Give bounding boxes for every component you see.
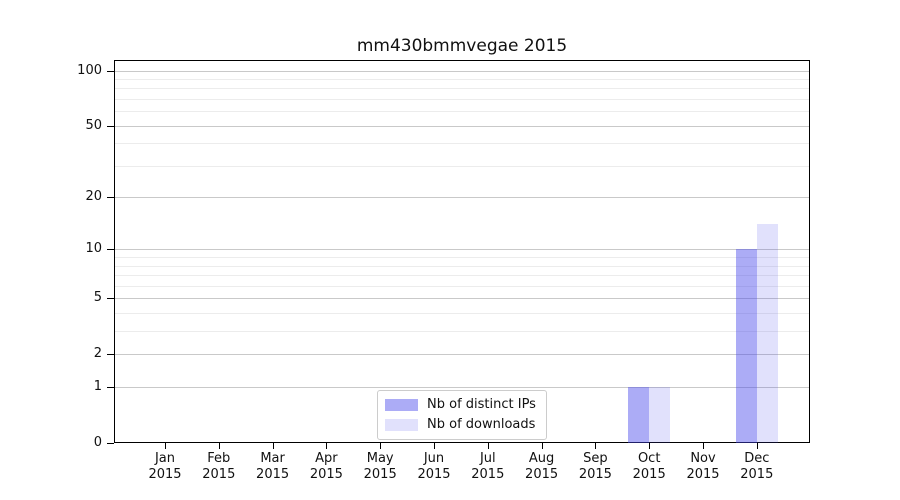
x-tick-label-nov: Nov 2015	[686, 451, 720, 482]
x-tick-label-mar: Mar 2015	[256, 451, 290, 482]
bar-oct-distinct-ips	[628, 387, 650, 443]
x-tick-label-apr: Apr 2015	[309, 451, 343, 482]
x-tick-mark-jun	[434, 443, 435, 449]
gridline-minor-3	[115, 331, 809, 333]
bar-dec-downloads	[756, 224, 778, 443]
x-tick-label-aug: Aug 2015	[525, 451, 559, 482]
gridline-minor-60	[115, 111, 809, 113]
gridline-major-5	[115, 298, 809, 300]
y-tick-mark-0	[107, 443, 114, 444]
gridline-minor-30	[115, 165, 809, 167]
y-tick-mark-20	[107, 197, 114, 199]
y-tick-label-2: 2	[93, 346, 102, 362]
legend-swatch-distinct-ips	[385, 398, 418, 411]
gridline-minor-40	[115, 143, 809, 145]
gridline-minor-70	[115, 98, 809, 100]
x-tick-mark-jul	[487, 443, 489, 449]
x-tick-mark-nov	[703, 443, 704, 449]
x-tick-label-feb: Feb 2015	[202, 451, 236, 482]
x-tick-mark-feb	[218, 443, 220, 449]
x-tick-label-jun: Jun 2015	[417, 451, 451, 482]
y-tick-label-100: 100	[77, 62, 102, 78]
x-tick-label-dec: Dec 2015	[740, 451, 774, 482]
gridline-major-1	[115, 387, 809, 389]
x-tick-mark-oct	[649, 443, 651, 449]
x-tick-mark-aug	[541, 443, 543, 449]
legend-entry-downloads: Nb of downloads	[385, 417, 536, 432]
y-tick-mark-2	[107, 354, 114, 356]
x-tick-mark-sep	[595, 443, 597, 449]
y-tick-label-5: 5	[93, 290, 102, 306]
bar-dec-distinct-ips	[735, 249, 757, 443]
y-tick-mark-100	[107, 70, 114, 72]
gridline-major-10	[115, 249, 809, 251]
y-tick-label-10: 10	[85, 241, 102, 257]
gridline-minor-9	[115, 257, 809, 259]
legend-entry-distinct-ips: Nb of distinct IPs	[385, 397, 536, 412]
y-tick-mark-5	[107, 298, 114, 300]
gridline-minor-90	[115, 78, 809, 80]
gridline-major-2	[115, 354, 809, 356]
x-tick-mark-apr	[326, 443, 328, 449]
gridline-major-100	[115, 70, 809, 72]
gridline-minor-4	[115, 313, 809, 315]
gridline-major-20	[115, 197, 809, 199]
plot-frame	[114, 60, 810, 443]
x-tick-label-may: May 2015	[363, 451, 397, 482]
y-tick-mark-10	[107, 249, 114, 251]
y-tick-mark-50	[107, 125, 114, 127]
legend-label-distinct-ips: Nb of distinct IPs	[427, 397, 536, 412]
y-tick-label-50: 50	[85, 117, 102, 133]
chart-title: mm430bmmvegae 2015	[356, 36, 568, 56]
gridline-minor-6	[115, 285, 809, 287]
x-tick-label-oct: Oct 2015	[632, 451, 666, 482]
y-tick-label-20: 20	[85, 189, 102, 205]
x-tick-label-jul: Jul 2015	[471, 451, 505, 482]
gridline-minor-80	[115, 88, 809, 90]
gridline-minor-8	[115, 265, 809, 267]
bar-oct-downloads	[649, 387, 671, 443]
gridline-minor-7	[115, 275, 809, 277]
legend: Nb of distinct IPs Nb of downloads	[377, 390, 547, 440]
x-tick-mark-jan	[165, 443, 166, 449]
legend-swatch-downloads	[385, 418, 418, 431]
x-tick-mark-dec	[756, 443, 758, 449]
x-tick-mark-mar	[272, 443, 274, 449]
y-tick-label-0: 0	[93, 435, 102, 450]
x-tick-mark-may	[380, 443, 382, 449]
y-tick-mark-1	[107, 387, 114, 389]
x-tick-label-jan: Jan 2015	[148, 451, 182, 482]
legend-label-downloads: Nb of downloads	[427, 417, 536, 432]
gridline-major-50	[115, 125, 809, 127]
x-tick-label-sep: Sep 2015	[578, 451, 612, 482]
y-tick-label-1: 1	[93, 379, 102, 395]
